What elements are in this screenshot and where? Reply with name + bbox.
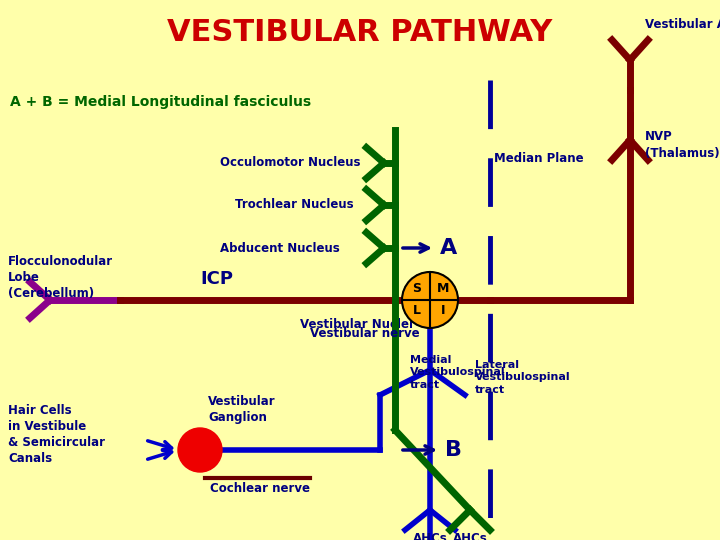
Text: B: B: [445, 440, 462, 460]
Text: I: I: [441, 305, 445, 318]
Text: Medial
Vestibulospinal
tract: Medial Vestibulospinal tract: [410, 355, 505, 390]
Circle shape: [402, 272, 458, 328]
Text: M: M: [437, 282, 449, 295]
Text: Hair Cells
in Vestibule
& Semicircular
Canals: Hair Cells in Vestibule & Semicircular C…: [8, 404, 105, 465]
Text: ICP: ICP: [200, 270, 233, 288]
Text: AHCs: AHCs: [413, 532, 447, 540]
Circle shape: [178, 428, 222, 472]
Text: Abducent Nucleus: Abducent Nucleus: [220, 241, 340, 254]
Text: S: S: [413, 282, 421, 295]
Text: Cochlear nerve: Cochlear nerve: [210, 482, 310, 495]
Text: AHCs: AHCs: [453, 532, 487, 540]
Text: Vestibular
Ganglion: Vestibular Ganglion: [208, 395, 276, 424]
Text: Median Plane: Median Plane: [494, 152, 584, 165]
Text: Vestibular nerve: Vestibular nerve: [310, 327, 420, 340]
Text: Trochlear Nucleus: Trochlear Nucleus: [235, 199, 354, 212]
Text: Occulomotor Nucleus: Occulomotor Nucleus: [220, 157, 361, 170]
Text: L: L: [413, 305, 421, 318]
Text: Vestibular Nuclei: Vestibular Nuclei: [300, 318, 413, 331]
Text: A + B = Medial Longitudinal fasciculus: A + B = Medial Longitudinal fasciculus: [10, 95, 311, 109]
Text: VESTIBULAR PATHWAY: VESTIBULAR PATHWAY: [167, 18, 553, 47]
Text: Vestibular Area: Vestibular Area: [645, 18, 720, 31]
Text: Lateral
Vestibulospinal
tract: Lateral Vestibulospinal tract: [475, 360, 571, 395]
Text: Flocculonodular
Lobe
(Cerebellum): Flocculonodular Lobe (Cerebellum): [8, 255, 113, 300]
Text: A: A: [440, 238, 457, 258]
Text: NVP
(Thalamus): NVP (Thalamus): [645, 130, 719, 160]
